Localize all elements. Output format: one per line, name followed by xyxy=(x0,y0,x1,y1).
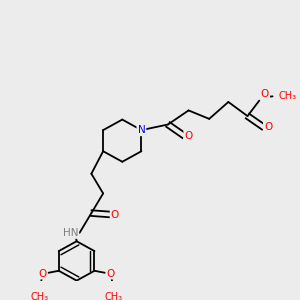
Text: CH₃: CH₃ xyxy=(105,292,123,300)
Text: O: O xyxy=(264,122,272,132)
Text: O: O xyxy=(261,89,269,99)
Text: O: O xyxy=(106,268,115,279)
Text: O: O xyxy=(184,131,193,141)
Text: N: N xyxy=(138,125,145,135)
Text: O: O xyxy=(111,209,119,220)
Text: CH₃: CH₃ xyxy=(278,92,297,101)
Text: CH₃: CH₃ xyxy=(31,292,49,300)
Text: O: O xyxy=(38,268,47,279)
Text: HN: HN xyxy=(63,228,78,238)
